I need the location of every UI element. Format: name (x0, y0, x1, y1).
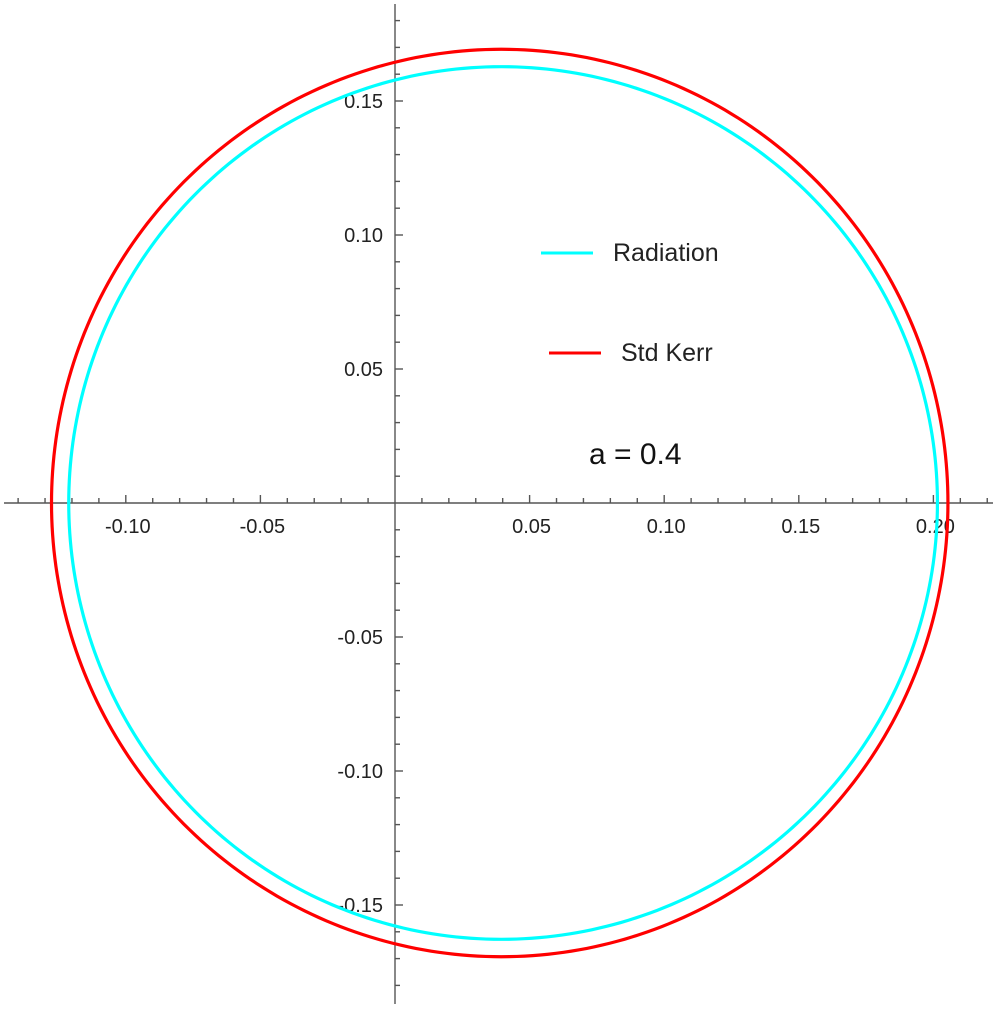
legend-label-radiation: Radiation (613, 239, 719, 267)
y-tick-label: 0.15 (344, 91, 383, 113)
x-tick-label: -0.10 (105, 516, 151, 538)
legend: Radiation Std Kerr (541, 239, 719, 367)
y-tick-label: -0.15 (337, 895, 383, 917)
axes: -0.10 -0.05 0.05 0.10 0.15 0.200.150.100.05-0… (4, 4, 993, 1004)
y-tick-label: 0.10 (344, 225, 383, 247)
parameter-annotation: a = 0.4 (589, 438, 682, 471)
y-tick-label: -0.10 (337, 761, 383, 783)
legend-label-std-kerr: Std Kerr (621, 339, 713, 367)
series-curve-radiation (67, 65, 940, 941)
x-tick-label: -0.05 (240, 516, 286, 538)
series-curve-std-kerr (49, 47, 950, 959)
series-layer (49, 47, 950, 959)
y-tick-label: 0.05 (344, 359, 383, 381)
x-tick-label: 0.15 (781, 516, 820, 538)
x-tick-label: 0.10 (647, 516, 686, 538)
y-tick-label: -0.05 (337, 627, 383, 649)
x-tick-label: 0.05 (512, 516, 551, 538)
